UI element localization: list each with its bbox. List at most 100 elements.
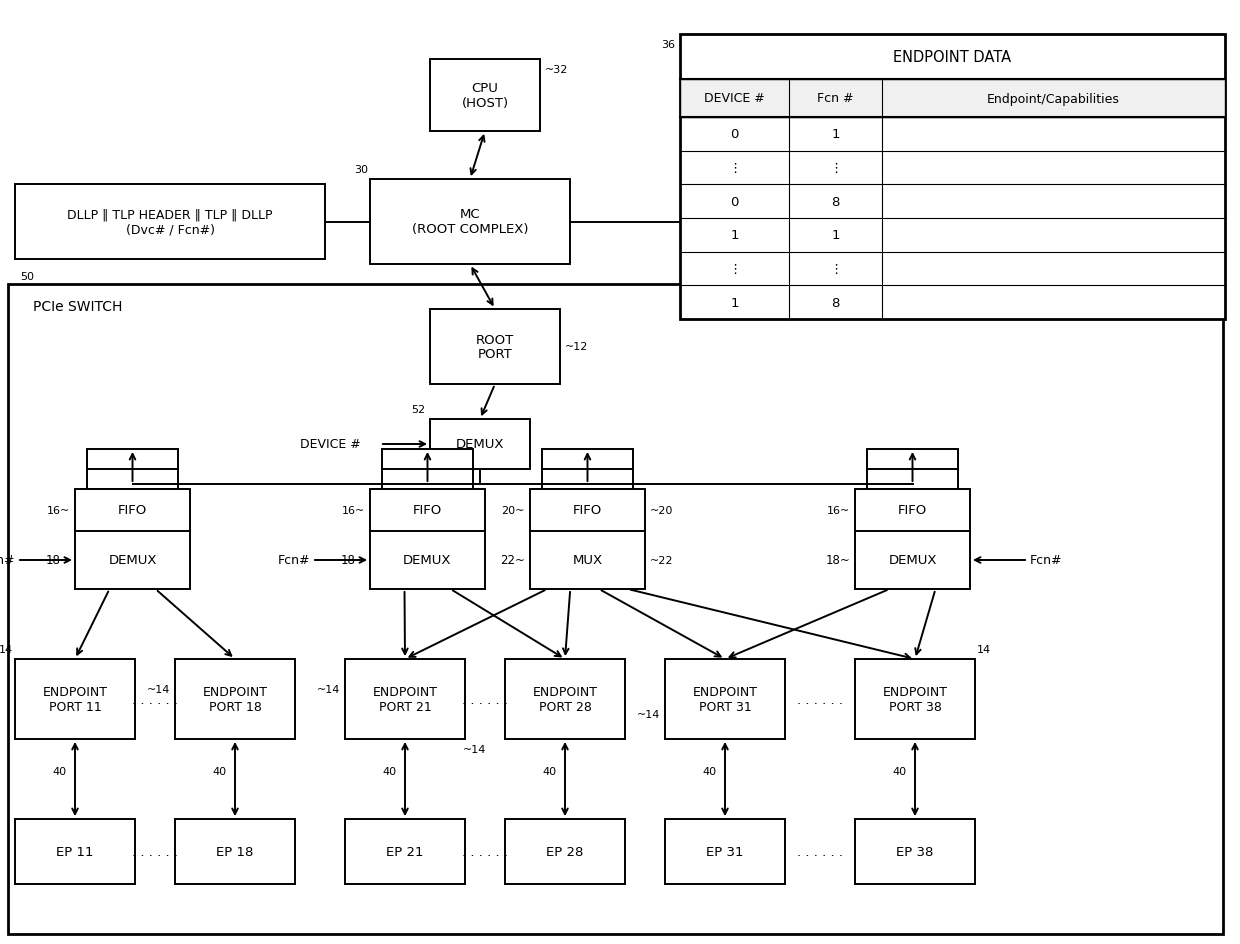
Text: . . . . . .: . . . . . . (797, 693, 843, 706)
Bar (87, 449, 179, 490)
Bar (430, 310, 560, 384)
Bar (505, 659, 625, 739)
Text: Fcn #: Fcn # (817, 93, 853, 106)
Text: ~20: ~20 (650, 505, 673, 515)
Bar (15, 819, 135, 885)
Text: . . . . . .: . . . . . . (131, 845, 179, 858)
Text: EP 11: EP 11 (56, 845, 94, 858)
Bar (15, 185, 325, 260)
Text: 22~: 22~ (500, 554, 525, 567)
Text: FIFO: FIFO (898, 504, 928, 517)
Text: ENDPOINT
PORT 28: ENDPOINT PORT 28 (532, 685, 598, 714)
Text: DLLP ‖ TLP HEADER ‖ TLP ‖ DLLP
(Dvc# / Fcn#): DLLP ‖ TLP HEADER ‖ TLP ‖ DLLP (Dvc# / F… (67, 209, 273, 236)
Bar (74, 490, 190, 589)
Text: ~12: ~12 (565, 342, 588, 352)
Text: ⋮: ⋮ (828, 262, 842, 276)
Text: Endpoint/Capabilities: Endpoint/Capabilities (987, 93, 1120, 106)
Text: DEVICE #: DEVICE # (704, 93, 765, 106)
Bar (370, 490, 485, 589)
Text: ~14: ~14 (316, 684, 340, 694)
Text: DEMUX: DEMUX (888, 554, 936, 567)
Text: DEMUX: DEMUX (456, 438, 505, 451)
Text: 1: 1 (831, 229, 839, 242)
Bar (345, 659, 465, 739)
Text: . . . . . .: . . . . . . (797, 845, 843, 858)
Text: DEVICE #: DEVICE # (300, 438, 361, 451)
Text: MUX: MUX (573, 554, 603, 567)
Text: ENDPOINT
PORT 38: ENDPOINT PORT 38 (883, 685, 947, 714)
Text: 40: 40 (543, 767, 557, 776)
Text: ~22: ~22 (650, 555, 673, 565)
Text: Fcn#: Fcn# (0, 554, 15, 567)
Text: DEMUX: DEMUX (403, 554, 451, 567)
Text: . . . . . .: . . . . . . (463, 693, 508, 706)
Bar (680, 80, 1225, 118)
Text: FIFO: FIFO (118, 504, 148, 517)
Text: 40: 40 (893, 767, 906, 776)
Text: EP 38: EP 38 (897, 845, 934, 858)
Text: CPU
(HOST): CPU (HOST) (461, 82, 508, 110)
Text: 50: 50 (20, 272, 33, 281)
Text: 20~: 20~ (502, 505, 525, 515)
Bar (665, 659, 785, 739)
Text: Fcn#: Fcn# (278, 554, 310, 567)
Bar (856, 819, 975, 885)
Text: . . . . . .: . . . . . . (463, 845, 508, 858)
Bar (382, 449, 472, 490)
Text: Fcn#: Fcn# (1030, 554, 1063, 567)
Bar (856, 490, 970, 589)
Bar (542, 449, 632, 490)
Bar (680, 35, 1225, 320)
Text: ENDPOINT
PORT 11: ENDPOINT PORT 11 (42, 685, 108, 714)
Text: ENDPOINT
PORT 21: ENDPOINT PORT 21 (372, 685, 438, 714)
Text: 40: 40 (213, 767, 227, 776)
Text: 14: 14 (977, 645, 991, 654)
Text: ~14: ~14 (146, 684, 170, 694)
Text: ENDPOINT DATA: ENDPOINT DATA (894, 50, 1012, 65)
Text: ENDPOINT
PORT 31: ENDPOINT PORT 31 (692, 685, 758, 714)
Text: ~14: ~14 (464, 744, 486, 754)
Text: . . . . . .: . . . . . . (131, 693, 179, 706)
Text: ROOT
PORT: ROOT PORT (476, 333, 515, 362)
Bar (345, 819, 465, 885)
Text: 30: 30 (353, 165, 368, 175)
Text: 18~: 18~ (45, 554, 69, 567)
Text: EP 28: EP 28 (547, 845, 584, 858)
Bar (430, 419, 529, 469)
Text: 8: 8 (831, 195, 839, 209)
Text: ~14: ~14 (636, 709, 660, 719)
Text: PCIe SWITCH: PCIe SWITCH (33, 299, 123, 313)
Bar (529, 490, 645, 589)
Text: 16~: 16~ (47, 505, 69, 515)
Text: ⋮: ⋮ (728, 262, 742, 276)
Bar (7, 285, 1223, 934)
Text: 40: 40 (383, 767, 397, 776)
Text: DEMUX: DEMUX (108, 554, 156, 567)
Bar (370, 179, 570, 264)
Text: ⋮: ⋮ (828, 161, 842, 175)
Text: 36: 36 (661, 40, 675, 50)
Text: EP 31: EP 31 (707, 845, 744, 858)
Text: 1: 1 (730, 296, 739, 310)
Text: 16~: 16~ (827, 505, 849, 515)
Bar (505, 819, 625, 885)
Text: 18~: 18~ (826, 554, 849, 567)
Bar (15, 659, 135, 739)
Text: 8: 8 (831, 296, 839, 310)
Text: 14: 14 (0, 645, 12, 654)
Text: 40: 40 (53, 767, 67, 776)
Text: FIFO: FIFO (413, 504, 443, 517)
Text: 0: 0 (730, 195, 739, 209)
Text: 16~: 16~ (342, 505, 365, 515)
Text: EP 18: EP 18 (216, 845, 254, 858)
Text: 18~: 18~ (340, 554, 365, 567)
Text: 52: 52 (410, 405, 425, 414)
Bar (175, 659, 295, 739)
Text: 0: 0 (730, 128, 739, 142)
Bar (665, 819, 785, 885)
Text: EP 21: EP 21 (386, 845, 424, 858)
Text: ~32: ~32 (546, 65, 568, 75)
Bar (856, 659, 975, 739)
Text: ⋮: ⋮ (728, 161, 742, 175)
Text: ENDPOINT
PORT 18: ENDPOINT PORT 18 (202, 685, 268, 714)
